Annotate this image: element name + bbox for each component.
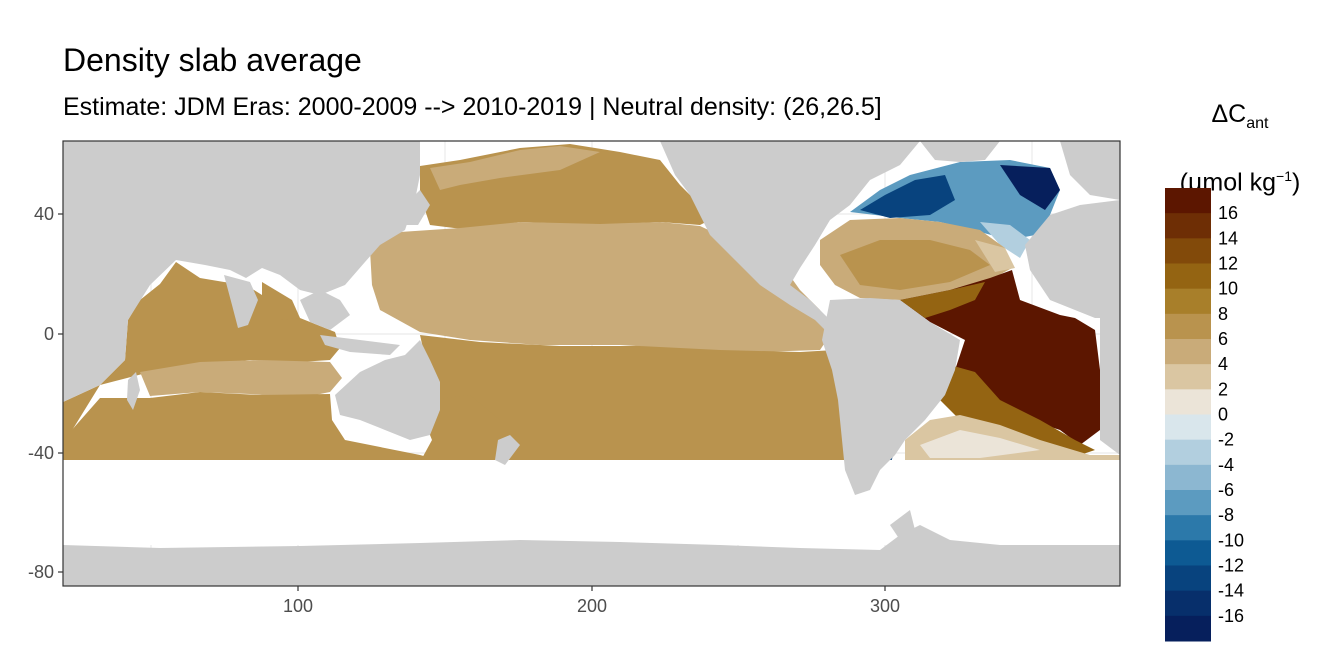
land xyxy=(63,141,1120,586)
tropical-atlantic xyxy=(900,270,1100,445)
y-axis xyxy=(58,213,63,573)
legend-title: ΔCant (µmol kg−1) xyxy=(1160,88,1320,208)
land-antarctica xyxy=(63,525,1120,586)
land-australia xyxy=(335,340,440,440)
pacific-south xyxy=(420,335,858,462)
north-atlantic-deep-blue xyxy=(860,175,955,218)
legend-label: -2 xyxy=(1218,430,1234,450)
land-arctic-east xyxy=(1060,141,1120,200)
legend-label: -16 xyxy=(1218,606,1244,626)
legend-swatch xyxy=(1165,313,1211,340)
legend-swatch xyxy=(1165,213,1211,239)
legend-swatch xyxy=(1165,439,1211,466)
y-tick-label: -80 xyxy=(28,562,54,582)
legend-label: -6 xyxy=(1218,480,1234,500)
legend-swatch xyxy=(1165,565,1211,592)
x-tick-label: 300 xyxy=(870,596,900,616)
legend-swatch xyxy=(1165,590,1211,617)
land-india xyxy=(224,275,258,328)
land-south-america xyxy=(822,298,960,495)
land-southeast-asia xyxy=(300,290,350,330)
legend-swatch xyxy=(1165,188,1211,214)
legend-swatch xyxy=(1165,615,1211,642)
legend-label: 12 xyxy=(1218,254,1238,274)
legend-label: 6 xyxy=(1218,329,1228,349)
map-title: Density slab average xyxy=(63,42,362,78)
north-atlantic-light-blue xyxy=(980,222,1030,258)
land-africa-eurasia-west xyxy=(63,141,420,402)
legend-label: 8 xyxy=(1218,304,1228,324)
legend-swatch xyxy=(1165,364,1211,390)
legend-swatch xyxy=(1165,389,1211,415)
legend-swatch xyxy=(1165,490,1211,516)
land-japan xyxy=(405,190,430,225)
atlantic-transition xyxy=(900,282,985,318)
legend-label: -8 xyxy=(1218,505,1234,525)
legend-title-subscript: ant xyxy=(1246,115,1269,132)
land-europe xyxy=(1025,200,1120,318)
land-indonesia xyxy=(320,335,400,355)
legend-label: 2 xyxy=(1218,379,1228,399)
land-africa-east xyxy=(1100,318,1120,455)
land-antarctic-peninsula xyxy=(890,510,915,540)
pacific-tropical xyxy=(370,222,830,352)
south-atlantic-mid xyxy=(940,365,1095,455)
legend-label: -10 xyxy=(1218,530,1244,550)
tasman-sea xyxy=(430,395,510,462)
legend-label: 4 xyxy=(1218,354,1228,374)
indian-ocean-band xyxy=(140,360,342,398)
south-atlantic-pale xyxy=(920,430,1040,458)
legend-label: 0 xyxy=(1218,405,1228,425)
map-subtitle: Estimate: JDM Eras: 2000-2009 --> 2010-2… xyxy=(63,93,882,121)
bay-of-bengal xyxy=(262,282,300,320)
legend-label: 10 xyxy=(1218,279,1238,299)
north-atlantic-mid xyxy=(840,240,990,290)
land-north-america xyxy=(660,141,920,340)
pacific-subpolar xyxy=(430,146,600,190)
x-tick-label: 100 xyxy=(283,596,313,616)
legend-label: -12 xyxy=(1218,556,1244,576)
land-greenland xyxy=(920,141,1000,162)
legend-swatch xyxy=(1165,263,1211,290)
southern-ocean-nodata xyxy=(63,460,1120,545)
legend-swatch xyxy=(1165,339,1211,365)
labrador-deep xyxy=(1000,165,1060,210)
legend-label: 16 xyxy=(1218,203,1238,223)
legend-swatch xyxy=(1165,464,1211,491)
legend-unit-exponent: −1 xyxy=(1276,168,1292,184)
legend-swatch xyxy=(1165,540,1211,566)
legend-swatch xyxy=(1165,414,1211,441)
x-axis xyxy=(297,586,886,591)
land-madagascar xyxy=(127,372,140,410)
y-tick-label: 0 xyxy=(44,324,54,344)
legend-label: -14 xyxy=(1218,581,1244,601)
legend-unit-suffix: ) xyxy=(1292,168,1301,197)
north-atlantic-pale xyxy=(975,240,1015,272)
legend-swatch xyxy=(1165,288,1211,315)
legend-swatch xyxy=(1165,238,1211,264)
legend-colorbar xyxy=(1165,188,1211,642)
y-tick-label: -40 xyxy=(28,443,54,463)
legend-title-symbol: ΔC xyxy=(1211,100,1247,128)
legend-label: 14 xyxy=(1218,228,1238,248)
land-new-zealand xyxy=(495,435,520,465)
legend-swatch xyxy=(1165,515,1211,541)
indian-ocean-south xyxy=(63,392,445,462)
legend-label: -4 xyxy=(1218,455,1234,475)
x-tick-label: 200 xyxy=(577,596,607,616)
legend-labels: 16 14 12 10 8 6 4 2 0 -2 -4 -6 -8 -10 -12 -14 -16 xyxy=(1218,203,1244,626)
y-tick-label: 40 xyxy=(34,204,54,224)
